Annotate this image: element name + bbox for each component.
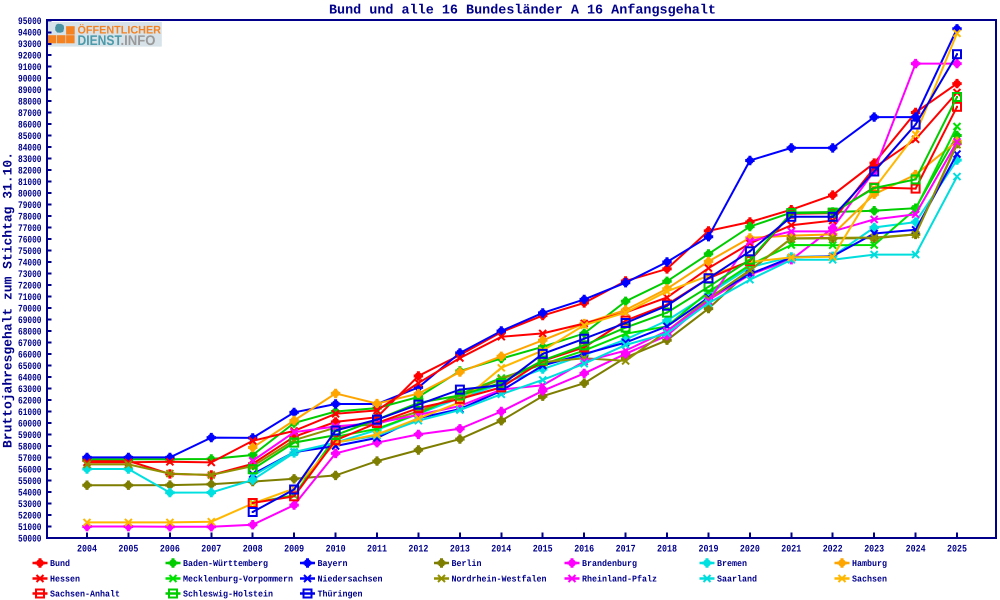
svg-text:75000: 75000	[18, 247, 42, 258]
svg-text:95000: 95000	[18, 17, 42, 28]
svg-text:2019: 2019	[699, 545, 719, 556]
svg-text:90000: 90000	[18, 75, 42, 86]
svg-text:Baden-Württemberg: Baden-Württemberg	[183, 559, 268, 569]
svg-text:69000: 69000	[18, 316, 42, 327]
svg-text:86000: 86000	[18, 121, 42, 132]
svg-text:54000: 54000	[18, 489, 42, 500]
svg-text:71000: 71000	[18, 293, 42, 304]
svg-text:84000: 84000	[18, 144, 42, 155]
svg-text:Schleswig-Holstein: Schleswig-Holstein	[183, 589, 273, 599]
svg-text:63000: 63000	[18, 385, 42, 396]
svg-text:64000: 64000	[18, 374, 42, 385]
svg-text:Sachsen-Anhalt: Sachsen-Anhalt	[50, 589, 120, 599]
svg-text:77000: 77000	[18, 224, 42, 235]
svg-text:Nordrhein-Westfalen: Nordrhein-Westfalen	[452, 574, 547, 584]
svg-text:68000: 68000	[18, 328, 42, 339]
svg-text:Thüringen: Thüringen	[318, 589, 363, 599]
svg-text:61000: 61000	[18, 408, 42, 419]
svg-text:2017: 2017	[616, 545, 636, 556]
svg-text:2004: 2004	[77, 545, 97, 556]
svg-text:76000: 76000	[18, 236, 42, 247]
svg-text:2008: 2008	[243, 545, 263, 556]
svg-text:DIENST.INFO: DIENST.INFO	[78, 32, 156, 48]
svg-text:2006: 2006	[160, 545, 180, 556]
svg-text:Sachsen: Sachsen	[852, 574, 887, 584]
svg-text:Bund: Bund	[50, 559, 70, 569]
svg-text:74000: 74000	[18, 259, 42, 270]
svg-text:82000: 82000	[18, 167, 42, 178]
svg-text:93000: 93000	[18, 40, 42, 51]
svg-text:2012: 2012	[408, 545, 428, 556]
svg-text:Hamburg: Hamburg	[852, 559, 887, 569]
svg-text:91000: 91000	[18, 63, 42, 74]
svg-text:79000: 79000	[18, 201, 42, 212]
svg-text:80000: 80000	[18, 190, 42, 201]
svg-text:70000: 70000	[18, 305, 42, 316]
svg-text:50000: 50000	[18, 535, 42, 546]
svg-text:88000: 88000	[18, 98, 42, 109]
svg-text:65000: 65000	[18, 362, 42, 373]
svg-text:85000: 85000	[18, 132, 42, 143]
svg-text:2022: 2022	[823, 545, 843, 556]
svg-text:2025: 2025	[947, 545, 967, 556]
svg-text:Rheinland-Pfalz: Rheinland-Pfalz	[582, 574, 657, 584]
svg-text:53000: 53000	[18, 500, 42, 511]
svg-text:51000: 51000	[18, 523, 42, 534]
svg-text:78000: 78000	[18, 213, 42, 224]
svg-text:60000: 60000	[18, 420, 42, 431]
svg-text:83000: 83000	[18, 155, 42, 166]
svg-text:2016: 2016	[574, 545, 594, 556]
svg-text:2013: 2013	[450, 545, 470, 556]
svg-text:Brandenburg: Brandenburg	[582, 559, 637, 569]
svg-text:Mecklenburg-Vorpommern: Mecklenburg-Vorpommern	[183, 574, 293, 584]
svg-text:2010: 2010	[326, 545, 346, 556]
svg-text:81000: 81000	[18, 178, 42, 189]
svg-text:ÖFFENTLICHER: ÖFFENTLICHER	[78, 24, 162, 37]
svg-text:55000: 55000	[18, 477, 42, 488]
svg-text:Bremen: Bremen	[717, 559, 747, 569]
svg-text:Bayern: Bayern	[318, 559, 348, 569]
svg-text:57000: 57000	[18, 454, 42, 465]
svg-text:56000: 56000	[18, 466, 42, 477]
svg-text:2023: 2023	[864, 545, 884, 556]
svg-text:59000: 59000	[18, 431, 42, 442]
svg-text:92000: 92000	[18, 52, 42, 63]
svg-text:2014: 2014	[491, 545, 511, 556]
svg-text:58000: 58000	[18, 443, 42, 454]
svg-text:89000: 89000	[18, 86, 42, 97]
svg-text:52000: 52000	[18, 512, 42, 523]
svg-text:2005: 2005	[118, 545, 138, 556]
svg-text:2020: 2020	[740, 545, 760, 556]
svg-text:Bund und alle 16 Bundesländer: Bund und alle 16 Bundesländer A 16 Anfan…	[329, 4, 716, 19]
svg-text:87000: 87000	[18, 109, 42, 120]
svg-text:72000: 72000	[18, 282, 42, 293]
svg-text:Niedersachsen: Niedersachsen	[318, 574, 383, 584]
svg-text:73000: 73000	[18, 270, 42, 281]
svg-text:2018: 2018	[657, 545, 677, 556]
svg-text:2015: 2015	[533, 545, 553, 556]
svg-text:Saarland: Saarland	[717, 574, 757, 584]
svg-text:2009: 2009	[284, 545, 304, 556]
svg-text:Bruttojahresgehalt zum Stichta: Bruttojahresgehalt zum Stichtag 31.10.	[1, 152, 16, 448]
svg-text:2011: 2011	[367, 545, 387, 556]
svg-text:2024: 2024	[906, 545, 926, 556]
svg-text:2007: 2007	[201, 545, 221, 556]
svg-text:2021: 2021	[781, 545, 801, 556]
svg-text:Berlin: Berlin	[452, 559, 482, 569]
svg-text:67000: 67000	[18, 339, 42, 350]
svg-text:Hessen: Hessen	[50, 574, 80, 584]
svg-text:94000: 94000	[18, 29, 42, 40]
svg-text:62000: 62000	[18, 397, 42, 408]
svg-text:66000: 66000	[18, 351, 42, 362]
